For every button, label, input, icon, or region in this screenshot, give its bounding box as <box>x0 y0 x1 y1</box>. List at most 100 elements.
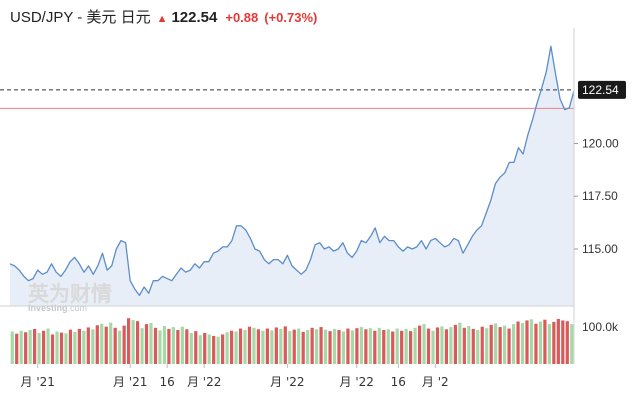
volume-bar <box>153 327 158 364</box>
volume-bar <box>234 331 238 364</box>
x-tick-label: 16 <box>160 375 175 389</box>
volume-bar <box>306 330 310 364</box>
volume-bar <box>55 331 59 364</box>
volume-bar <box>337 330 341 364</box>
volume-bar <box>297 328 301 364</box>
volume-bar <box>270 330 274 364</box>
volume-bar <box>274 327 278 364</box>
volume-bar <box>511 324 516 364</box>
volume-bars: 100.0k <box>10 318 619 364</box>
volume-bar <box>176 330 180 364</box>
volume-bar <box>364 329 368 364</box>
volume-bar <box>127 318 131 364</box>
volume-bar <box>417 325 422 364</box>
volume-bar <box>198 335 202 364</box>
volume-bar <box>158 330 162 364</box>
current-price: 122.54 <box>171 9 218 26</box>
volume-bar <box>64 333 68 364</box>
volume-bar <box>538 321 543 364</box>
x-axis: 月 '21 月 '21 16 月 '22 月 '22 月 '22 16 月 '2 <box>21 364 449 389</box>
price-change-percent: (+0.73%) <box>264 10 318 25</box>
volume-bar <box>431 330 435 364</box>
volume-bar <box>449 327 453 364</box>
volume-bar <box>400 330 404 364</box>
volume-bar <box>489 324 493 364</box>
volume-bar <box>95 325 99 364</box>
volume-bar <box>547 324 551 364</box>
volume-bar <box>212 335 216 364</box>
volume-bar <box>41 330 46 364</box>
volume-bar <box>561 320 565 364</box>
volume-bar <box>140 328 144 364</box>
volume-bar <box>552 321 556 364</box>
volume-bar <box>265 328 269 364</box>
watermark-en-suffix: .com <box>68 303 88 313</box>
volume-bar <box>444 329 449 364</box>
volume-bar <box>310 327 314 364</box>
volume-bar <box>476 330 480 364</box>
y-tick-label: 120.00 <box>582 136 619 150</box>
volume-bar <box>556 318 560 364</box>
volume-bar <box>426 328 431 364</box>
volume-bar <box>498 327 502 364</box>
volume-bar <box>319 327 323 364</box>
volume-bar <box>292 329 296 364</box>
volume-bar <box>279 328 283 364</box>
x-tick-label: 月 '22 <box>187 375 221 389</box>
volume-bar <box>386 329 390 364</box>
y-tick-label: 115.00 <box>582 242 618 256</box>
volume-bar <box>332 328 337 364</box>
volume-bar <box>355 328 359 364</box>
price-area <box>10 46 574 307</box>
volume-bar <box>28 330 32 364</box>
watermark: 英为财情 Investing.com <box>28 282 112 313</box>
y-axis: 115.00 117.50 120.00 122.54 <box>0 28 626 364</box>
volume-bar <box>118 330 122 364</box>
price-area-fill <box>10 46 574 307</box>
volume-bar <box>100 323 104 364</box>
volume-bar <box>565 321 569 364</box>
volume-bar <box>467 325 471 364</box>
volume-bar <box>323 329 328 364</box>
last-price-label: 122.54 <box>582 83 619 97</box>
volume-bar <box>243 330 247 364</box>
volume-bar <box>247 326 252 364</box>
volume-bar <box>471 328 475 364</box>
volume-bar <box>194 331 198 364</box>
price-line <box>9 45 575 297</box>
volume-bar <box>24 332 28 364</box>
volume-bar <box>422 324 426 364</box>
volume-bar <box>458 322 462 364</box>
volume-bar <box>216 336 220 364</box>
volume-bar <box>543 319 547 364</box>
x-tick-label: 月 '22 <box>340 375 374 389</box>
chart-header: USD/JPY - 美元 日元 ▲ 122.54 +0.88 (+0.73%) <box>10 6 317 28</box>
volume-bar <box>144 324 149 364</box>
volume-bar <box>149 323 153 364</box>
volume-bar <box>171 327 175 364</box>
watermark-en: Investing.com <box>28 303 87 313</box>
x-tick-label: 月 '21 <box>113 375 147 389</box>
volume-bar <box>288 331 292 364</box>
volume-bar <box>440 326 444 364</box>
volume-bar <box>252 327 256 364</box>
volume-bar <box>135 321 140 364</box>
volume-bar <box>346 328 350 364</box>
volume-bar <box>59 332 64 364</box>
volume-bar <box>404 328 408 364</box>
volume-bar <box>534 323 538 364</box>
price-line-group <box>9 45 575 297</box>
volume-bar <box>109 322 113 364</box>
volume-bar <box>91 329 95 364</box>
volume-bar <box>203 332 207 364</box>
x-tick-label: 16 <box>391 375 406 389</box>
volume-bar <box>37 332 41 364</box>
volume-bar <box>350 330 355 364</box>
volume-bar <box>189 332 193 364</box>
volume-bar <box>131 320 135 364</box>
volume-bar <box>77 328 81 364</box>
volume-bar <box>256 329 261 364</box>
volume-axis-label: 100.0k <box>582 320 619 334</box>
volume-bar <box>167 328 171 364</box>
